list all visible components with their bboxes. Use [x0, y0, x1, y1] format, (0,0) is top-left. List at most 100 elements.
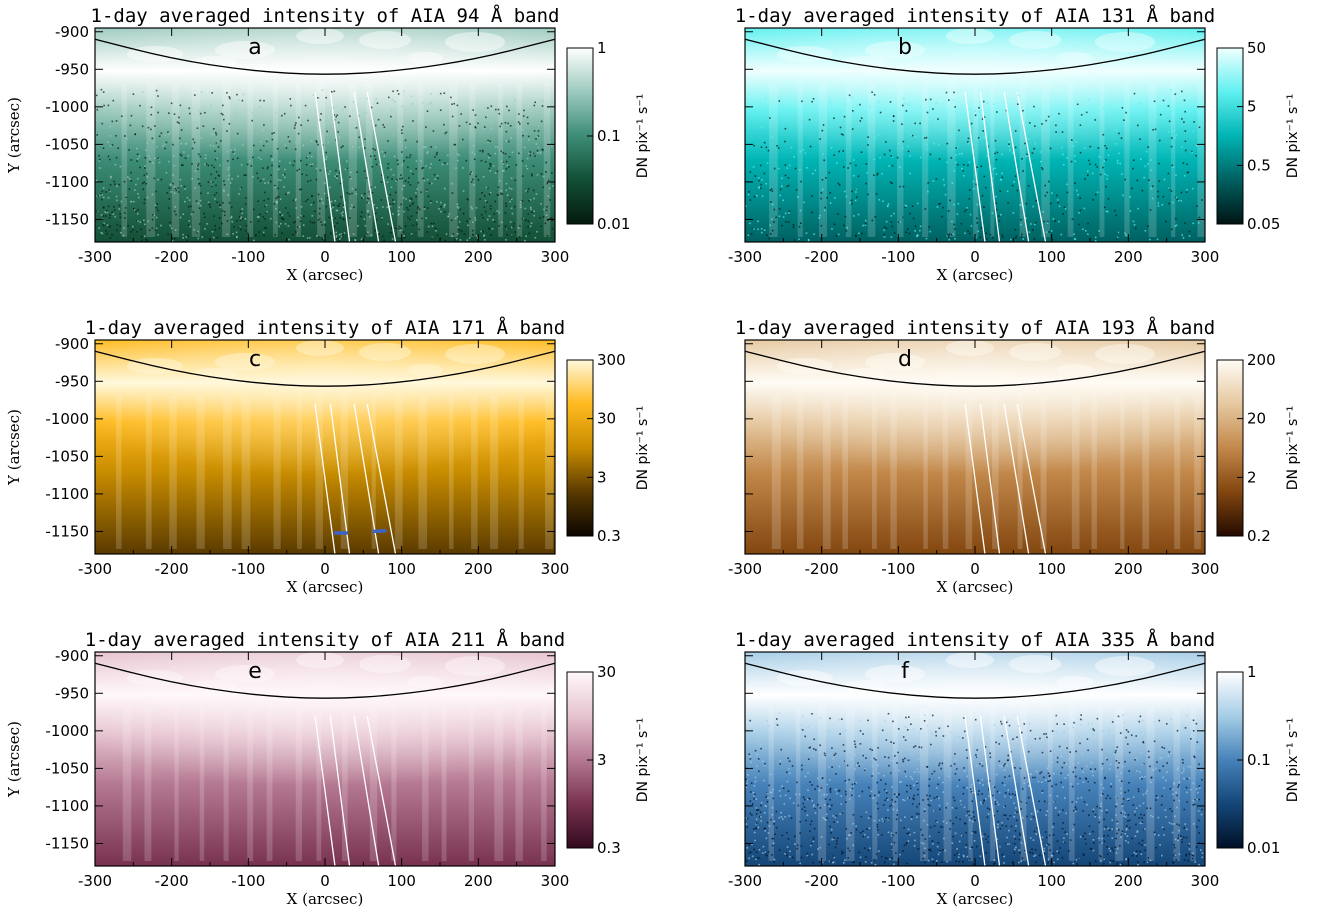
colorbar: 300 30 3 0.3 DN pix⁻¹ s⁻¹ [566, 351, 651, 545]
x-axis-label: X (arcsec) [937, 890, 1014, 908]
slit-line-3 [353, 715, 380, 867]
noise-speckle [745, 712, 1204, 866]
x-tick-label: 0 [320, 248, 330, 266]
x-tick-label: 200 [464, 872, 493, 890]
x-tick-label: 200 [1114, 560, 1143, 578]
plume-rays [116, 395, 553, 549]
colorbar-tick-label: 0.5 [1247, 156, 1271, 174]
x-tick-label: -200 [805, 248, 839, 266]
panel-letter: c [249, 347, 261, 372]
colorbar-tick-label: 0.2 [1247, 527, 1271, 545]
plume-rays [769, 83, 1206, 237]
y-tick-label: -1100 [45, 173, 89, 191]
colorbar-label: DN pix⁻¹ s⁻¹ [1285, 94, 1301, 179]
panel-title: 1-day averaged intensity of AIA 335 Å ba… [735, 628, 1215, 651]
x-tick-label: 0 [970, 248, 980, 266]
x-tick-label: 300 [1191, 248, 1220, 266]
slit-line-4 [366, 715, 397, 867]
y-tick-label: -1000 [45, 410, 89, 428]
colorbar-tick-label: 20 [1247, 410, 1266, 428]
panel-d: -300 -200 -100 0 100 200 300 X (arcsec) 1-day av… [728, 316, 1301, 596]
panel-letter: e [248, 659, 262, 684]
colorbar-tick-label: 0.3 [597, 839, 621, 857]
slit-line-1 [964, 91, 986, 243]
colorbar-tick-label: 300 [597, 351, 626, 369]
y-tick-label: -900 [55, 647, 89, 665]
x-tick-label: -200 [155, 872, 189, 890]
x-tick-label: 0 [320, 560, 330, 578]
colorbar-tick-label: 5 [1247, 98, 1257, 116]
panel-title: 1-day averaged intensity of AIA 171 Å ba… [85, 316, 565, 339]
colorbar-label: DN pix⁻¹ s⁻¹ [635, 94, 651, 179]
x-tick-label: 100 [1037, 872, 1066, 890]
panel-title: 1-day averaged intensity of AIA 193 Å ba… [735, 316, 1215, 339]
slit-line-1 [314, 91, 336, 243]
x-tick-label: 200 [1114, 872, 1143, 890]
x-tick-label: 100 [387, 560, 416, 578]
x-tick-label: -100 [881, 248, 915, 266]
x-axis-label: X (arcsec) [287, 578, 364, 596]
colorbar-tick-label: 1 [1247, 663, 1257, 681]
solar-limb-line [94, 38, 556, 75]
colorbar-tick-label: 1 [597, 39, 607, 57]
x-tick-label: 300 [541, 248, 570, 266]
colorbar-tick-label: 0.01 [597, 215, 630, 233]
x-tick-label: -100 [231, 872, 265, 890]
bright-structures [777, 340, 1155, 380]
panel-letter: a [248, 35, 261, 60]
x-axis-label: X (arcsec) [937, 266, 1014, 284]
x-tick-label: -200 [805, 872, 839, 890]
x-tick-label: 100 [387, 248, 416, 266]
colorbar-label: DN pix⁻¹ s⁻¹ [635, 406, 651, 491]
plume-rays [122, 707, 547, 861]
panel-title: 1-day averaged intensity of AIA 211 Å ba… [85, 628, 565, 651]
x-tick-label: 100 [1037, 248, 1066, 266]
colorbar: 30 3 0.3 DN pix⁻¹ s⁻¹ [566, 663, 651, 857]
y-tick-label: -1150 [45, 522, 89, 540]
y-tick-label: -950 [55, 60, 89, 78]
x-tick-label: 300 [541, 872, 570, 890]
solar-limb-line [94, 662, 556, 699]
slit-line-1 [314, 403, 336, 555]
x-tick-label: 300 [541, 560, 570, 578]
y-tick-label: -1000 [45, 722, 89, 740]
colorbar-tick-label: 30 [597, 663, 616, 681]
colorbar: 200 20 2 0.2 DN pix⁻¹ s⁻¹ [1216, 351, 1301, 545]
colorbar-tick-label: 0.3 [597, 527, 621, 545]
colorbar-label: DN pix⁻¹ s⁻¹ [1285, 718, 1301, 803]
slit-line-2 [979, 403, 1001, 555]
slit-line-1 [964, 715, 986, 867]
x-axis-label: X (arcsec) [937, 578, 1014, 596]
slit-line-3 [353, 403, 380, 555]
slit-line-2 [329, 91, 351, 243]
y-tick-label: -950 [55, 372, 89, 390]
colorbar-tick-label: 0.1 [1247, 751, 1271, 769]
slit-line-1 [964, 403, 986, 555]
x-tick-label: -100 [881, 872, 915, 890]
y-tick-label: -1050 [45, 447, 89, 465]
x-tick-label: -200 [805, 560, 839, 578]
colorbar-tick-label: 200 [1247, 351, 1276, 369]
bright-structures [777, 28, 1155, 68]
slit-line-4 [1016, 91, 1047, 243]
colorbar-tick-label: 0.1 [597, 127, 621, 145]
slit-line-4 [366, 91, 397, 243]
x-tick-label: 100 [387, 872, 416, 890]
x-axis-label: X (arcsec) [287, 890, 364, 908]
x-tick-label: 200 [464, 560, 493, 578]
panel-title: 1-day averaged intensity of AIA 94 Å ban… [91, 4, 560, 27]
slit-line-2 [979, 715, 1001, 867]
colorbar-label: DN pix⁻¹ s⁻¹ [635, 718, 651, 803]
slit-line-4 [1016, 715, 1047, 867]
x-tick-label: -300 [78, 872, 112, 890]
colorbar-tick-label: 0.05 [1247, 215, 1280, 233]
x-tick-label: 200 [464, 248, 493, 266]
x-tick-label: 0 [320, 872, 330, 890]
noise-speckle [745, 89, 1203, 242]
slit-line-4 [366, 403, 397, 555]
y-tick-label: -1100 [45, 797, 89, 815]
limb-glow [745, 340, 1205, 490]
x-tick-label: 0 [970, 560, 980, 578]
